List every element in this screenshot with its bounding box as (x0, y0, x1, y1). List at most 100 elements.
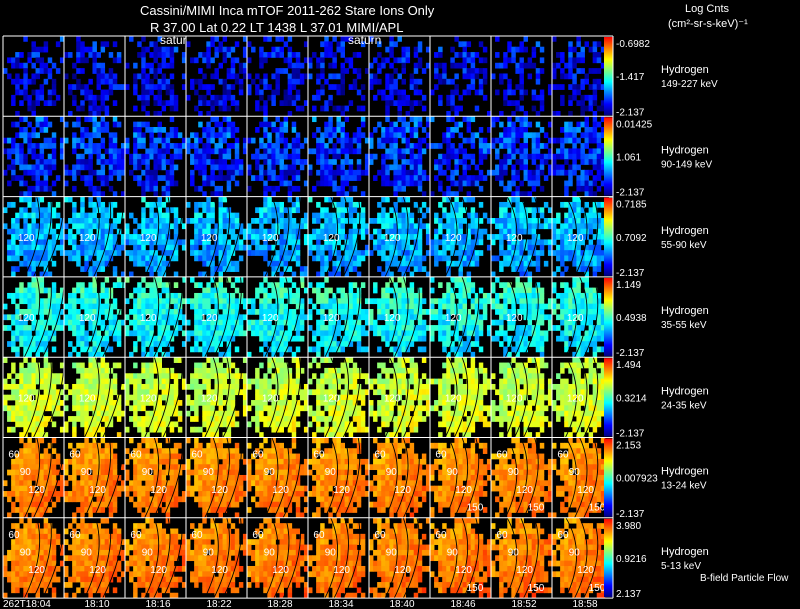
panel-0-5 (308, 36, 369, 117)
contour-label: 90 (447, 548, 459, 559)
colorbar-mid-label: 0.007923 (616, 474, 658, 485)
contour-label: 120 (272, 565, 289, 576)
contour-label: 120 (18, 233, 35, 244)
panel-5-2 (125, 437, 186, 518)
contour-label: 120 (140, 313, 157, 324)
contours-5-4 (264, 437, 302, 518)
panel-2-1 (64, 196, 125, 277)
colorbar-max-label: 1.149 (616, 280, 641, 291)
colorbar-min-label: -2.137 (616, 188, 645, 199)
contour-label: 60 (252, 530, 264, 541)
contours-2-3 (204, 196, 242, 277)
contour-label: 120 (323, 393, 340, 404)
contours-6-2 (144, 517, 183, 599)
contour-label: 60 (191, 450, 203, 461)
contours-3-0 (23, 276, 64, 358)
contours-3-8 (504, 276, 539, 358)
contour-label: 120 (79, 393, 96, 404)
contour-label: 120 (18, 393, 35, 404)
panel-2-9 (552, 196, 613, 277)
contour-label: 120 (201, 233, 218, 244)
contour-label: 120 (79, 233, 96, 244)
contours-3-2 (144, 276, 183, 358)
panel-3-9 (552, 276, 613, 358)
panel-5-0 (3, 437, 64, 518)
panel-0-8 (491, 36, 552, 117)
panel-4-0 (3, 357, 64, 438)
colorbar-min-label: -2.137 (616, 348, 645, 359)
contour-label: 90 (569, 467, 581, 478)
species-label: Hydrogen (661, 546, 709, 558)
contour-label: 120 (262, 233, 279, 244)
contours-3-6 (384, 276, 420, 358)
panel-2-5 (308, 196, 369, 277)
colorbar-max-label: 0.7185 (616, 200, 647, 211)
contour-label: 90 (20, 548, 32, 559)
contours-6-8 (504, 517, 539, 599)
contours-2-0 (23, 196, 64, 277)
contours-5-0 (23, 437, 64, 518)
colorbar-min-label: -2.137 (616, 429, 645, 440)
contour-label: 120 (567, 233, 584, 244)
contour-label: 120 (445, 313, 462, 324)
contour-label: 120 (262, 393, 279, 404)
time-tick-label: 18:16 (145, 599, 170, 609)
energy-range-label: 55-90 keV (661, 240, 707, 251)
colorbar-5 (604, 438, 613, 517)
contours-6-7 (444, 517, 480, 599)
colorbar-mid-label: 0.3214 (616, 393, 647, 404)
contour-label: 120 (455, 565, 472, 576)
energy-range-label: 90-149 keV (661, 159, 712, 170)
contour-label: 60 (557, 530, 569, 541)
contour-label: 90 (264, 548, 276, 559)
panel-3-7 (430, 276, 491, 358)
panel-1-6 (369, 116, 430, 197)
energy-range-label: 13-24 keV (661, 481, 707, 492)
contour-label: 120 (384, 393, 401, 404)
contours-4-7 (444, 357, 480, 438)
colorbar-mid-label: 1.061 (616, 152, 641, 163)
saturn-label-2: saturn (348, 33, 381, 47)
contours-4-0 (23, 357, 64, 438)
contour-label: 120 (445, 233, 462, 244)
panel-5-6 (369, 437, 430, 518)
units-label-line1: Log Cnts (685, 3, 730, 15)
panel-6-0 (3, 517, 64, 599)
panel-0-1 (64, 36, 125, 117)
species-label: Hydrogen (661, 385, 709, 397)
contour-label: 120 (140, 393, 157, 404)
contours-5-7 (444, 437, 480, 518)
panel-2-4 (247, 196, 308, 277)
contour-label: 120 (79, 313, 96, 324)
time-tick-label: 18:46 (450, 599, 475, 609)
contour-label: 60 (8, 530, 20, 541)
contour-label: 90 (81, 467, 93, 478)
contour-label: 60 (130, 530, 142, 541)
contour-label: 90 (569, 548, 581, 559)
contours-2-8 (504, 196, 539, 277)
colorbar-mid-label: -1.417 (616, 72, 645, 83)
panel-0-3 (186, 36, 247, 117)
contour-label: 120 (455, 485, 472, 496)
panel-1-7 (430, 116, 491, 197)
colorbar-mid-label: 0.7092 (616, 233, 647, 244)
panel-2-7 (430, 196, 491, 277)
contour-label: 120 (272, 485, 289, 496)
contour-label: 150 (467, 503, 484, 514)
contour-label: 120 (323, 233, 340, 244)
panel-5-3 (186, 437, 247, 518)
colorbar-max-label: -0.6982 (616, 39, 650, 50)
saturn-label-1: satur (160, 33, 187, 47)
contours-5-6 (384, 437, 420, 518)
contours-5-8 (504, 437, 539, 518)
contour-label: 120 (506, 233, 523, 244)
contour-label: 120 (323, 313, 340, 324)
contour-label: 120 (89, 485, 106, 496)
energy-range-label: 149-227 keV (661, 79, 718, 90)
contour-label: 90 (508, 467, 520, 478)
contour-label: 150 (589, 583, 606, 594)
contours-4-2 (144, 357, 183, 438)
contour-label: 120 (333, 485, 350, 496)
panel-1-8 (491, 116, 552, 197)
